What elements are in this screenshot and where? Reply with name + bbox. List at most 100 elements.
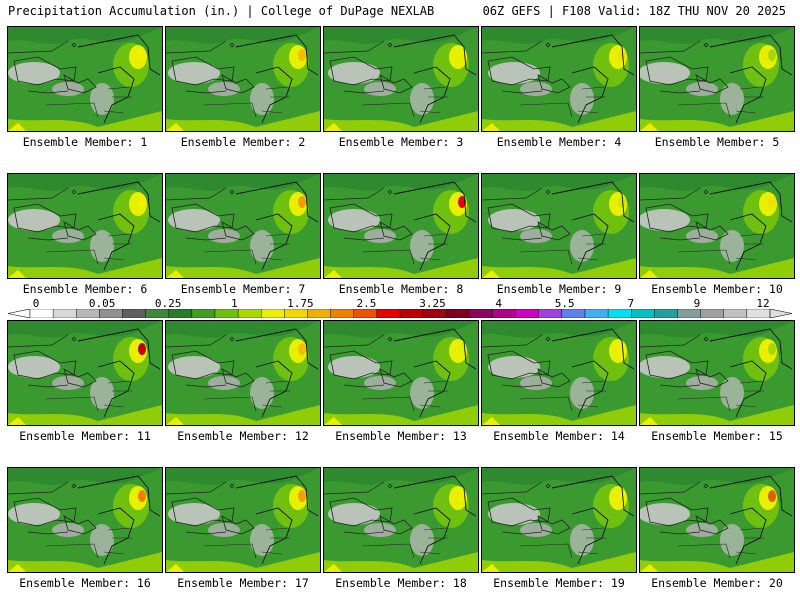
ensemble-panel: Ensemble Member: 2: [165, 26, 321, 168]
precip-map: [166, 468, 320, 572]
colorbar-swatch: [122, 309, 146, 318]
ensemble-panel: Ensemble Member: 1: [7, 26, 163, 168]
ensemble-panel: Ensemble Member: 9: [481, 173, 637, 315]
ensemble-panel: Ensemble Member: 12: [165, 320, 321, 462]
ensemble-member-label: Ensemble Member: 15: [651, 429, 783, 443]
colorbar-swatch: [353, 309, 378, 318]
colorbar-swatch: [746, 309, 771, 318]
colorbar-swatch: [492, 309, 516, 318]
colorbar-swatch: [52, 309, 77, 318]
precip-map: [640, 321, 794, 425]
colorbar-swatch: [654, 309, 678, 318]
ensemble-panel: Ensemble Member: 3: [323, 26, 479, 168]
map-frame: [323, 467, 479, 573]
map-frame: [165, 173, 321, 279]
colorbar-swatch: [607, 309, 632, 318]
precip-map: [166, 27, 320, 131]
precip-map: [324, 27, 478, 131]
colorbar-tick-label: 3.25: [419, 297, 446, 310]
ensemble-member-label: Ensemble Member: 6: [22, 282, 148, 296]
colorbar-swatch: [399, 309, 424, 318]
precip-map: [166, 321, 320, 425]
colorbar-swatch: [29, 309, 54, 318]
ensemble-member-label: Ensemble Member: 19: [493, 576, 625, 590]
ensemble-panel: Ensemble Member: 16: [7, 467, 163, 609]
colorbar-swatch: [515, 309, 539, 318]
colorbar-tick-label: 9: [693, 297, 701, 310]
map-frame: [639, 26, 795, 132]
ensemble-member-label: Ensemble Member: 10: [651, 282, 783, 296]
map-frame: [481, 320, 637, 426]
colorbar: 0 0.05 0.25 1 1.75 2.5 3.25 4 5.5 7 9 12: [8, 297, 792, 319]
precip-map: [8, 468, 162, 572]
colorbar-swatch: [168, 309, 193, 318]
colorbar-swatch: [261, 309, 285, 318]
precip-map: [482, 468, 636, 572]
ensemble-member-label: Ensemble Member: 7: [180, 282, 306, 296]
ensemble-member-label: Ensemble Member: 14: [493, 429, 625, 443]
ensemble-panel: Ensemble Member: 10: [639, 173, 795, 315]
map-frame: [323, 26, 479, 132]
colorbar-swatch: [376, 309, 401, 318]
ensemble-member-label: Ensemble Member: 8: [338, 282, 464, 296]
ensemble-member-label: Ensemble Member: 2: [180, 135, 306, 149]
ensemble-panel: Ensemble Member: 4: [481, 26, 637, 168]
ensemble-panel: Ensemble Member: 14: [481, 320, 637, 462]
page-title: Precipitation Accumulation (in.) | Colle…: [8, 4, 435, 18]
precip-map: [640, 27, 794, 131]
ensemble-member-label: Ensemble Member: 18: [335, 576, 467, 590]
ensemble-panel: Ensemble Member: 19: [481, 467, 637, 609]
map-frame: [639, 320, 795, 426]
map-frame: [165, 320, 321, 426]
map-frame: [323, 320, 479, 426]
ensemble-member-label: Ensemble Member: 5: [654, 135, 780, 149]
ensemble-panel: Ensemble Member: 8: [323, 173, 479, 315]
map-frame: [323, 173, 479, 279]
colorbar-swatch: [237, 309, 262, 318]
precip-map: [482, 27, 636, 131]
ensemble-member-label: Ensemble Member: 9: [496, 282, 622, 296]
precip-map: [640, 174, 794, 278]
colorbar-swatch: [214, 309, 239, 318]
colorbar-swatch: [191, 309, 216, 318]
colorbar-left-arrow: [8, 309, 31, 318]
colorbar-tick-label: 0.05: [88, 297, 116, 310]
map-frame: [639, 173, 795, 279]
ensemble-panel: Ensemble Member: 11: [7, 320, 163, 462]
map-frame: [481, 26, 637, 132]
ensemble-panel: Ensemble Member: 7: [165, 173, 321, 315]
colorbar-tick-label: 7: [627, 297, 635, 310]
map-frame: [639, 467, 795, 573]
ensemble-member-label: Ensemble Member: 20: [651, 576, 783, 590]
colorbar-swatch: [538, 309, 563, 318]
ensemble-panel: Ensemble Member: 18: [323, 467, 479, 609]
colorbar-tick-label: 1: [230, 297, 238, 310]
colorbar-tick-label: 1.75: [287, 297, 314, 310]
colorbar-swatch: [631, 309, 655, 318]
colorbar-swatch: [284, 309, 308, 318]
ensemble-member-label: Ensemble Member: 12: [177, 429, 309, 443]
colorbar-swatch: [446, 309, 470, 318]
precip-map: [8, 321, 162, 425]
colorbar-swatch: [700, 309, 724, 318]
precip-map: [482, 321, 636, 425]
map-frame: [481, 173, 637, 279]
ensemble-member-label: Ensemble Member: 3: [338, 135, 464, 149]
colorbar-swatch: [145, 309, 169, 318]
colorbar-right-arrow: [769, 309, 792, 318]
colorbar-swatch: [422, 309, 447, 318]
precip-map: [324, 321, 478, 425]
precip-map: [640, 468, 794, 572]
colorbar-tick-label: 5.5: [554, 297, 575, 310]
colorbar-strip: [8, 309, 792, 318]
map-frame: [165, 26, 321, 132]
ensemble-member-label: Ensemble Member: 17: [177, 576, 309, 590]
ensemble-panel: Ensemble Member: 13: [323, 320, 479, 462]
ensemble-member-label: Ensemble Member: 13: [335, 429, 467, 443]
map-frame: [7, 26, 163, 132]
map-frame: [7, 320, 163, 426]
ensemble-member-label: Ensemble Member: 4: [496, 135, 622, 149]
colorbar-tick-label: 0.25: [154, 297, 182, 310]
colorbar-tick-label: 4: [495, 297, 502, 310]
precip-map: [8, 27, 162, 131]
